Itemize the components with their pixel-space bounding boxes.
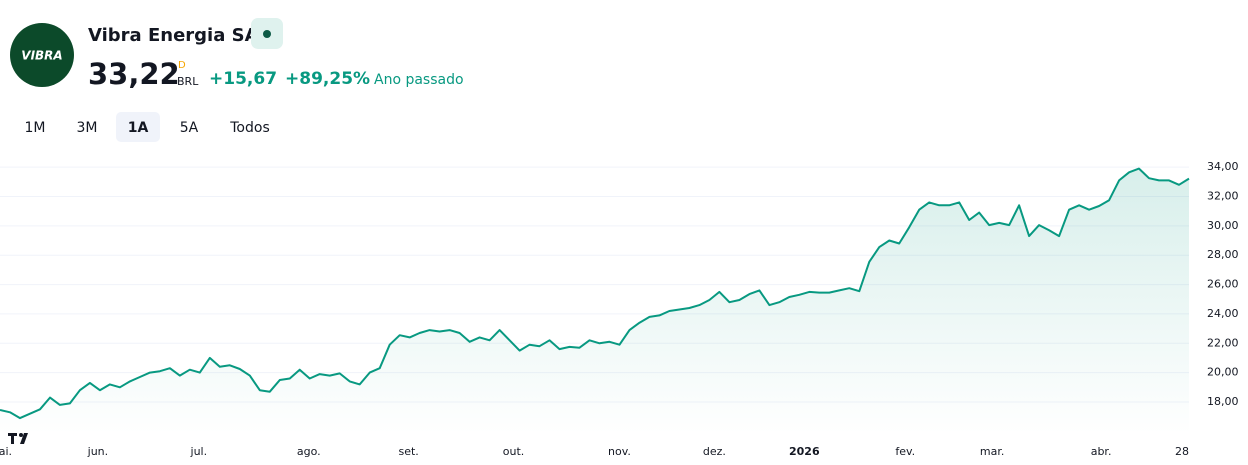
x-tick-label: nov.	[608, 445, 631, 458]
y-tick-label: 32,00	[1207, 190, 1239, 203]
line	[0, 167, 1190, 420]
x-tick-label: dez.	[703, 445, 726, 458]
y-tick-label: 30,00	[1207, 219, 1239, 232]
x-tick-label: jul.	[190, 445, 208, 458]
range-tab[interactable]: Todos	[229, 120, 269, 136]
period: Ano passado	[374, 72, 464, 88]
range-tab[interactable]: 3M	[77, 120, 98, 136]
y-tick-label: 34,00	[1207, 160, 1239, 173]
change: +15,67	[209, 69, 277, 89]
x-tick-label: out.	[503, 445, 525, 458]
status-dot	[263, 30, 271, 38]
x-tick-label: fev.	[895, 445, 915, 458]
area	[0, 168, 1189, 435]
y-tick-label: 20,00	[1207, 366, 1239, 379]
y-tick-label: 22,00	[1207, 336, 1239, 349]
x-tick-label: set.	[399, 445, 419, 458]
y-tick-label: 28,00	[1207, 248, 1239, 261]
x-tick-label: abr.	[1091, 445, 1112, 458]
brand-logo	[8, 433, 28, 444]
y-tick-label: 18,00	[1207, 395, 1239, 408]
range-tab-selected	[116, 112, 160, 142]
x-tick-label: ago.	[297, 445, 321, 458]
range-tab[interactable]: 1M	[25, 120, 46, 136]
currency: BRL	[177, 75, 199, 88]
x-tick-label: jun.	[87, 445, 109, 458]
y-tick-label: 26,00	[1207, 278, 1239, 291]
logo	[10, 23, 74, 87]
x-tick-label: 2026	[789, 445, 820, 458]
x-tick-label: mar.	[980, 445, 1004, 458]
logo-text: VIBRA	[21, 49, 62, 63]
price: 33,22	[88, 57, 180, 91]
company-name: Vibra Energia SA	[88, 25, 259, 46]
x-tick-label: 28	[1175, 445, 1189, 458]
plot: 18,00 20,00 22,00 24,00 26,00 28,00 30,00 32,00…	[0, 160, 1239, 458]
x-tick-label: mai.	[0, 445, 12, 458]
range-tab[interactable]: 5A	[180, 120, 199, 136]
range-tab[interactable]: 1A	[128, 120, 149, 136]
range-tabs: 1M 3M 1A 5A Todos	[25, 112, 270, 142]
y-tick-label: 24,00	[1207, 307, 1239, 320]
flag: D	[178, 60, 186, 71]
change-pct: +89,25%	[285, 69, 370, 89]
